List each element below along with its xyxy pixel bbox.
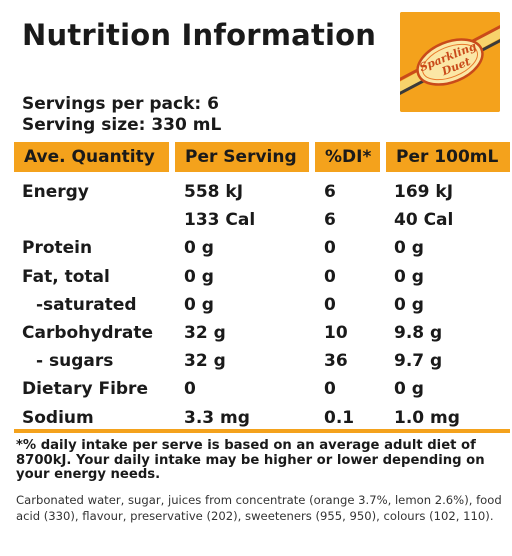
table-row: Dietary Fibre 0 0 0 g (14, 375, 510, 403)
row-per-100ml: 169 kJ (394, 182, 454, 202)
table-row: Carbohydrate 32 g 10 9.8 g (14, 319, 510, 347)
table-row: -saturated 0 g 0 0 g (14, 291, 510, 319)
row-di: 0 (324, 266, 336, 287)
row-per-100ml: 0 g (394, 294, 424, 315)
row-per-100ml: 9.7 g (394, 351, 443, 372)
nutrition-table: Ave. Quantity Per Serving %DI* Per 100mL… (14, 142, 510, 432)
row-label: Energy (22, 182, 89, 202)
serving-size: Serving size: 330 mL (22, 115, 222, 135)
row-di: 10 (324, 322, 348, 343)
row-di: 0.1 (324, 407, 355, 428)
row-di: 0 (324, 238, 336, 259)
row-di: 0 (324, 294, 336, 315)
brand-logo: Sparkling Duet (400, 12, 500, 112)
row-label: Carbohydrate (22, 322, 154, 343)
row-per-100ml: 40 Cal (394, 210, 454, 231)
page-title: Nutrition Information (22, 18, 377, 52)
row-per-serving: 0 (184, 379, 196, 400)
row-label: Fat, total (22, 266, 110, 287)
row-per-100ml: 1.0 mg (394, 407, 460, 428)
table-row: 133 Cal 6 40 Cal (14, 206, 510, 234)
row-per-serving: 3.3 mg (184, 407, 250, 428)
table-row: Protein 0 g 0 0 g (14, 234, 510, 262)
row-label: Dietary Fibre (22, 379, 148, 400)
header-per-100ml: Per 100mL (386, 142, 510, 172)
row-di: 6 (324, 182, 336, 202)
row-per-serving: 0 g (184, 266, 214, 287)
row-per-100ml: 0 g (394, 266, 424, 287)
header-ave-quantity: Ave. Quantity (14, 142, 169, 172)
table-row: - sugars 32 g 36 9.7 g (14, 347, 510, 375)
ingredients-list: Carbonated water, sugar, juices from con… (16, 493, 502, 523)
row-label: -saturated (36, 294, 137, 315)
table-header: Ave. Quantity Per Serving %DI* Per 100mL (14, 142, 510, 172)
row-per-100ml: 9.8 g (394, 322, 443, 343)
row-per-serving: 558 kJ (184, 182, 244, 202)
servings-per-pack: Servings per pack: 6 (22, 94, 219, 114)
row-label: Sodium (22, 407, 94, 428)
row-label: Protein (22, 238, 93, 259)
servings-info: Servings per pack: 6 Serving size: 330 m… (22, 94, 221, 136)
row-per-serving: 0 g (184, 238, 214, 259)
table-row: Fat, total 0 g 0 0 g (14, 263, 510, 291)
row-per-serving: 32 g (184, 351, 226, 372)
row-per-100ml: 0 g (394, 379, 424, 400)
table-row: Sodium 3.3 mg 0.1 1.0 mg (14, 404, 510, 432)
sparkling-duet-logo-icon: Sparkling Duet (400, 12, 500, 112)
table-bottom-rule (14, 429, 510, 433)
row-per-100ml: 0 g (394, 238, 424, 259)
row-di: 0 (324, 379, 336, 400)
row-per-serving: 32 g (184, 322, 226, 343)
header-per-serving: Per Serving (175, 142, 309, 172)
daily-intake-footnote: *% daily intake per serve is based on an… (16, 438, 485, 482)
row-per-serving: 0 g (184, 294, 214, 315)
row-di: 6 (324, 210, 336, 231)
table-row: Energy 558 kJ 6 169 kJ (14, 178, 510, 206)
row-per-serving: 133 Cal (184, 210, 256, 231)
header-di: %DI* (315, 142, 380, 172)
row-di: 36 (324, 351, 348, 372)
row-label: - sugars (36, 351, 114, 372)
